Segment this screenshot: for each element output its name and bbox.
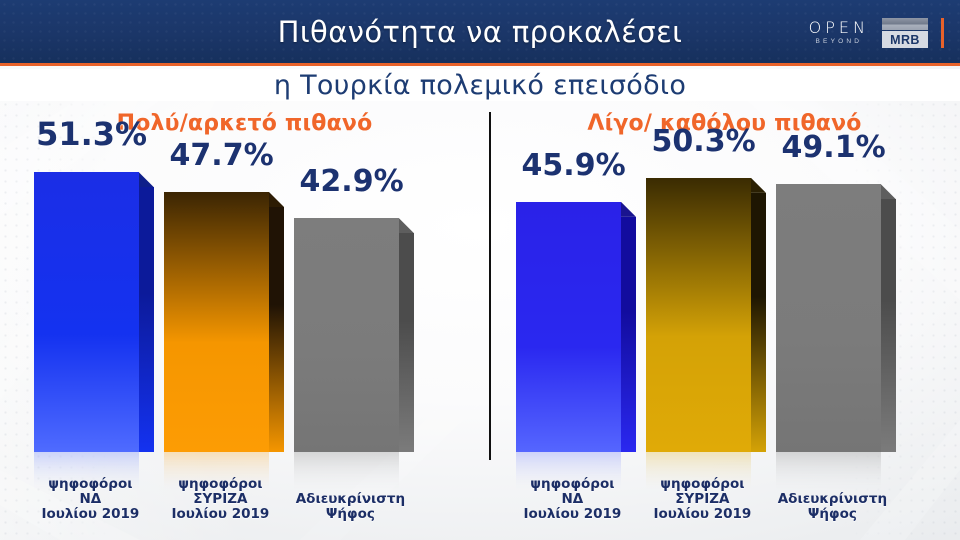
bar-top-bevel xyxy=(399,218,414,234)
bar-category-label: ψηφοφόροι ΣΥΡΙΖΑ Ιουλίου 2019 xyxy=(653,477,751,522)
panel-very-likely: Πολύ/αρκετό πιθανό 51.3% ψηφοφόροι ΝΔ Ιουλί… xyxy=(0,101,489,540)
bar-side-face xyxy=(269,207,284,452)
bar-value-label: 49.1% xyxy=(781,130,886,166)
bar-group: 42.9% Αδιευκρίνιστη Ψήφος xyxy=(294,133,414,522)
bar xyxy=(34,172,154,452)
bar-side-face xyxy=(139,187,154,452)
panel-heading-right: Λίγο/ καθόλου πιθανό xyxy=(587,111,862,136)
open-logo-tagline: BEYOND xyxy=(815,38,863,46)
header-texture xyxy=(0,0,960,63)
subtitle-band: η Τουρκία πολεμικό επεισόδιο xyxy=(0,69,960,101)
bar-value-label: 50.3% xyxy=(651,123,756,159)
bar-category-label-line: ψηφοφόροι xyxy=(48,476,133,492)
bar-category-label-line: ΣΥΡΙΖΑ xyxy=(675,491,730,507)
bar-category-label-line: Αδιευκρίνιστη xyxy=(777,491,888,507)
bar-front-face xyxy=(34,172,139,452)
bar-group: 51.3% ψηφοφόροι ΝΔ Ιουλίου 2019 xyxy=(34,87,154,522)
bar-value-label: 42.9% xyxy=(299,164,404,200)
bar-reflection xyxy=(516,452,621,494)
bar-category-label: Αδιευκρίνιστη Ψήφος xyxy=(296,492,405,522)
bar-top-bevel xyxy=(751,177,766,193)
bar-side-face xyxy=(621,216,636,452)
bar-reflection xyxy=(34,452,139,494)
bar-group: 49.1% Αδιευκρίνιστη Ψήφος xyxy=(776,99,896,522)
bar-category-label-line: ΝΔ xyxy=(79,491,102,507)
brand-logos: OPEN BEYOND MRB xyxy=(809,12,944,54)
bar-category-label: ψηφοφόροι ΝΔ Ιουλίου 2019 xyxy=(523,477,621,522)
bar-category-label-line: ψηφοφόροι xyxy=(530,476,615,492)
bar-category-label: ψηφοφόροι ΝΔ Ιουλίου 2019 xyxy=(41,477,139,522)
bar-top-bevel xyxy=(881,184,896,200)
page-subtitle: η Τουρκία πολεμικό επεισόδιο xyxy=(273,69,687,101)
bar-category-label-line: Ιουλίου 2019 xyxy=(171,506,270,522)
bar-category-label-line: Ιουλίου 2019 xyxy=(41,506,140,522)
mrb-logo: MRB xyxy=(882,18,928,48)
bar-top-bevel xyxy=(269,192,284,208)
bar xyxy=(516,201,636,452)
bar-group: 45.9% ψηφοφόροι ΝΔ Ιουλίου 2019 xyxy=(516,117,636,522)
bar-value-label: 45.9% xyxy=(521,147,626,183)
bar-category-label-line: ψηφοφόροι xyxy=(178,476,263,492)
bar-side-face xyxy=(399,233,414,452)
bar-front-face xyxy=(516,201,621,452)
bar-reflection xyxy=(776,452,881,494)
bar-chart: Πολύ/αρκετό πιθανό 51.3% ψηφοφόροι ΝΔ Ιουλί… xyxy=(0,101,960,540)
bar-reflection xyxy=(646,452,751,494)
bar-top-bevel xyxy=(621,201,636,217)
bar-category-label-line: Ψήφος xyxy=(325,506,375,522)
panel-unlikely: Λίγο/ καθόλου πιθανό 45.9% ψηφοφόροι ΝΔ Ιου… xyxy=(489,101,960,540)
bar-top-bevel xyxy=(139,172,154,188)
bar-front-face xyxy=(294,218,399,452)
bar-side-face xyxy=(881,199,896,452)
bar-category-label-line: ΣΥΡΙΖΑ xyxy=(193,491,248,507)
panel-divider xyxy=(489,112,491,460)
bar-category-label-line: Ιουλίου 2019 xyxy=(653,506,752,522)
bar-value-label: 47.7% xyxy=(169,138,274,174)
bar xyxy=(646,177,766,452)
bar xyxy=(776,184,896,452)
bar-group: 47.7% ψηφοφόροι ΣΥΡΙΖΑ Ιουλίου 2019 xyxy=(164,107,284,522)
bar-front-face xyxy=(164,192,269,452)
bar-category-label: ψηφοφόροι ΣΥΡΙΖΑ Ιουλίου 2019 xyxy=(171,477,269,522)
logo-divider-rule xyxy=(941,18,944,48)
bar-category-label-line: ψηφοφόροι xyxy=(660,476,745,492)
open-logo-word: OPEN xyxy=(808,18,869,38)
bar xyxy=(294,218,414,452)
bar-front-face xyxy=(646,177,751,452)
bar-reflection xyxy=(294,452,399,494)
bar-category-label-line: ΝΔ xyxy=(561,491,584,507)
bar-category-label-line: Αδιευκρίνιστη xyxy=(295,491,406,507)
bar-reflection xyxy=(164,452,269,494)
bar-value-label: 51.3% xyxy=(36,115,148,154)
mrb-logo-bar xyxy=(882,18,928,30)
bar-side-face xyxy=(751,192,766,452)
bar-front-face xyxy=(776,184,881,452)
header-bar: Πιθανότητα να προκαλέσει OPEN BEYOND MRB xyxy=(0,0,960,66)
bar xyxy=(164,192,284,452)
bar-category-label: Αδιευκρίνιστη Ψήφος xyxy=(778,492,887,522)
panel-heading-left: Πολύ/αρκετό πιθανό xyxy=(116,111,373,136)
bar-category-label-line: Ψήφος xyxy=(807,506,857,522)
bar-group: 50.3% ψηφοφόροι ΣΥΡΙΖΑ Ιουλίου 2019 xyxy=(646,93,766,522)
bar-category-label-line: Ιουλίου 2019 xyxy=(523,506,622,522)
page-title: Πιθανότητα να προκαλέσει xyxy=(277,14,683,49)
mrb-logo-text: MRB xyxy=(882,31,928,48)
open-beyond-logo: OPEN BEYOND xyxy=(809,20,869,46)
